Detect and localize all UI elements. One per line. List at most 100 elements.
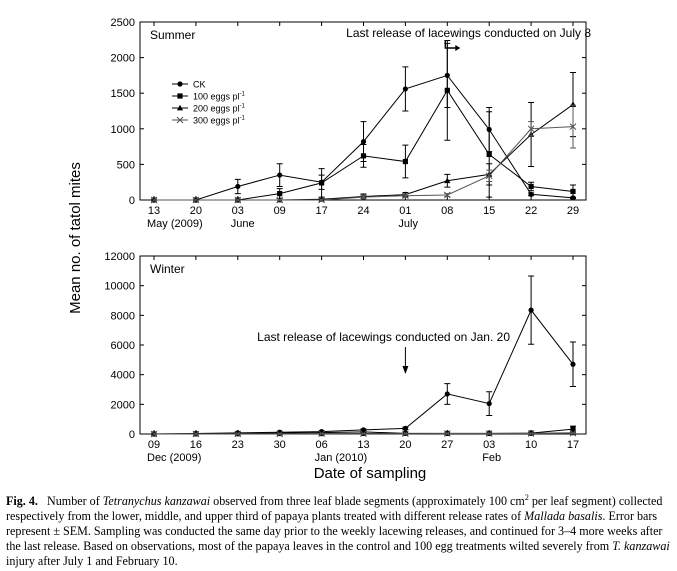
data-point — [402, 158, 408, 165]
caption-fig-label: Fig. 4. — [6, 494, 38, 509]
caption-part: injury after July 1 and February 10. — [6, 554, 178, 569]
caption-body: Number of Tetranychus kanzawai observed … — [6, 493, 670, 569]
data-point — [486, 400, 492, 407]
data-point — [444, 177, 451, 184]
data-point — [527, 125, 535, 133]
series-x — [150, 104, 577, 204]
data-point — [485, 172, 493, 180]
legend-marker — [177, 93, 183, 99]
data-point — [277, 172, 283, 178]
data-point — [402, 430, 409, 438]
y-tick-label: 0 — [129, 195, 135, 207]
plot-frame — [139, 255, 587, 435]
caption-part: observed from three leaf blade segments … — [210, 494, 525, 509]
y-tick-label: 2000 — [111, 399, 135, 411]
data-point — [528, 183, 534, 190]
x-tick-label: 17 — [567, 439, 579, 451]
y-tick-label: 1500 — [111, 88, 135, 100]
y-tick-label: 500 — [117, 159, 135, 171]
y-tick-label: 12000 — [104, 251, 135, 263]
annotation-arrow — [444, 41, 458, 49]
y-axis-label: Mean no. of tatol mites — [67, 162, 84, 314]
x-tick-label: 22 — [525, 205, 537, 217]
data-point — [527, 430, 535, 437]
data-point — [402, 192, 409, 200]
month-label: Feb — [482, 452, 501, 464]
data-point — [528, 307, 534, 313]
data-point — [569, 123, 577, 131]
data-point — [319, 180, 325, 186]
caption-part: Mallada basalis — [524, 509, 603, 524]
annotation-arrowhead — [455, 45, 461, 51]
data-point — [276, 196, 284, 204]
data-point — [485, 430, 493, 437]
month-label: June — [231, 218, 255, 230]
y-tick-label: 10000 — [104, 281, 135, 293]
data-point — [360, 153, 367, 159]
x-tick-label: 23 — [232, 439, 244, 451]
x-tick-label: 30 — [274, 439, 286, 451]
legend-entry: CK — [193, 80, 206, 90]
legend-entry-name: 100 eggs pl — [193, 92, 240, 102]
data-point — [443, 430, 451, 437]
month-label: May (2009) — [147, 218, 203, 230]
caption-part: Number of — [47, 494, 103, 509]
annotation-text: Last release of lacewings conducted on J… — [257, 330, 510, 344]
x-tick-label: 20 — [190, 205, 202, 217]
annotation: Last release of lacewings conducted on J… — [346, 26, 591, 51]
data-point — [360, 193, 367, 201]
data-point — [570, 361, 576, 367]
x-tick-label: 03 — [483, 439, 495, 451]
figure-caption: Fig. 4. Number of Tetranychus kanzawai o… — [6, 490, 670, 569]
legend-entry-sup: -1 — [240, 104, 246, 110]
data-point — [192, 430, 200, 438]
x-tick-label: 06 — [315, 439, 327, 451]
caption-part: Tetranychus kanzawai — [102, 494, 211, 509]
caption-part: . Error bars represent ± SEM. Sampling w… — [6, 509, 663, 554]
x-tick-label: 27 — [441, 439, 453, 451]
month-label: Dec (2009) — [147, 452, 201, 464]
legend-marker — [177, 81, 183, 87]
y-tick-label: 0 — [129, 429, 135, 441]
legend-entry: 300 eggs pl-1 — [193, 116, 246, 126]
data-point — [318, 196, 325, 204]
y-tick-label: 2500 — [111, 17, 135, 29]
legend-entry-sup: -1 — [240, 116, 246, 122]
data-point — [277, 190, 283, 197]
x-tick-label: 09 — [274, 205, 286, 217]
series-line — [153, 309, 574, 435]
x-tick-label: 10 — [525, 439, 537, 451]
annotation-text: Last release of lacewings conducted on J… — [346, 26, 591, 40]
data-point — [192, 196, 200, 204]
data-point — [444, 391, 450, 397]
data-point — [234, 196, 242, 204]
legend-entry-sup: -1 — [240, 92, 246, 98]
legend-entry: 200 eggs pl-1 — [193, 104, 246, 114]
month-label: Jan (2010) — [315, 452, 368, 464]
data-point — [235, 183, 241, 190]
data-point — [444, 87, 450, 93]
x-tick-label: 03 — [232, 205, 244, 217]
data-point — [150, 196, 158, 204]
data-point — [486, 151, 492, 158]
legend-entry: 100 eggs pl-1 — [193, 92, 246, 102]
data-point — [234, 430, 242, 438]
x-tick-label: 09 — [148, 439, 160, 451]
caption-part: per leaf segment) collected respectively… — [6, 494, 663, 524]
data-point — [360, 430, 367, 438]
data-point — [150, 430, 158, 438]
caption-part: 2 — [524, 493, 529, 502]
month-label: July — [398, 218, 418, 230]
annotation-arrowhead — [402, 366, 409, 374]
data-point — [360, 139, 367, 145]
data-point — [443, 191, 451, 199]
legend-marker — [176, 116, 184, 124]
winter-panel: 0 2000 4000 6000 8000 10000 12000 09 16 23 30 06 13 2… — [104, 251, 587, 464]
legend-entry-name: 200 eggs pl — [193, 104, 240, 114]
summer-panel: 0 500 1000 1500 2000 2500 13 20 03 09 17 24 01 08 15 22… — [111, 17, 592, 230]
x-axis-label: Date of sampling — [314, 465, 427, 482]
figure: 0 500 1000 1500 2000 2500 13 20 03 09 17 24 01 08 15 22… — [67, 17, 592, 482]
caption-part: T. kanzawai — [612, 539, 670, 554]
x-tick-label: 20 — [399, 439, 411, 451]
x-tick-label: 24 — [357, 205, 369, 217]
